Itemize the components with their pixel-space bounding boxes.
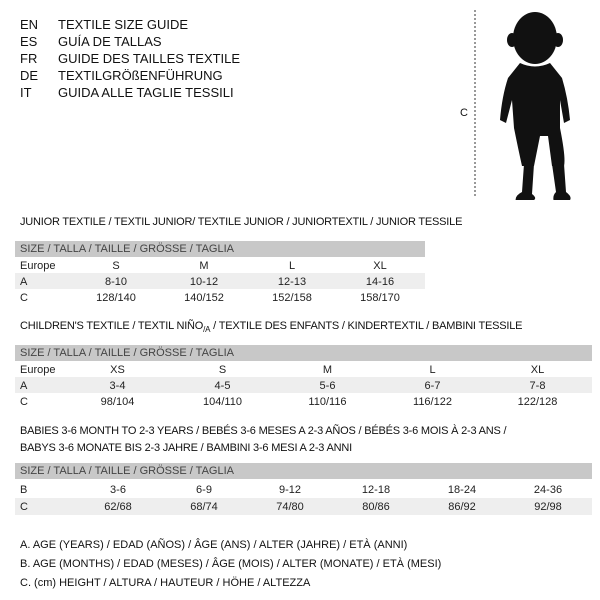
table-row: Europe XS S M L XL	[20, 364, 545, 376]
legend-c: C. (cm) HEIGHT / ALTURA / HAUTEUR / HÖHE…	[20, 577, 311, 589]
lang-fr: FR GUIDE DES TAILLES TEXTILE	[20, 51, 241, 66]
lang-es: ES GUÍA DE TALLAS	[20, 34, 162, 49]
lang-it: IT GUIDA ALLE TAGLIE TESSILI	[20, 85, 234, 100]
size-header: SIZE / TALLA / TAILLE / GRÖSSE / TAGLIA	[15, 345, 592, 361]
table-row: C 62/68 68/74 74/80 80/86 86/92 92/98	[15, 498, 592, 515]
legend-b: B. AGE (MONTHS) / EDAD (MESES) / ÂGE (MO…	[20, 558, 442, 570]
height-figure: C	[460, 8, 600, 202]
size-header: SIZE / TALLA / TAILLE / GRÖSSE / TAGLIA	[15, 241, 425, 257]
table-row: Europe S M L XL	[20, 260, 387, 272]
height-label: C	[460, 107, 468, 119]
language-titles: EN TEXTILE SIZE GUIDE ES GUÍA DE TALLAS FR…	[20, 16, 240, 101]
lang-de: DE TEXTILGRÖßENFÜHRUNG	[20, 68, 223, 83]
baby-silhouette-icon	[474, 10, 571, 202]
table-row: C 98/104 104/110 110/116 116/122 122/128	[20, 396, 558, 408]
babies-size-table: SIZE / TALLA / TAILLE / GRÖSSE / TAGLIA …	[15, 463, 592, 515]
junior-size-table: SIZE / TALLA / TAILLE / GRÖSSE / TAGLIA …	[15, 241, 425, 305]
size-header: SIZE / TALLA / TAILLE / GRÖSSE / TAGLIA	[15, 463, 592, 479]
table-row: A 3-4 4-5 5-6 6-7 7-8	[15, 377, 592, 393]
children-title: CHILDREN'S TEXTILE / TEXTIL NIÑO/A / TEX…	[20, 320, 523, 335]
junior-title: JUNIOR TEXTILE / TEXTIL JUNIOR/ TEXTILE …	[20, 216, 463, 228]
legend-a: A. AGE (YEARS) / EDAD (AÑOS) / ÂGE (ANS)…	[20, 539, 408, 551]
table-row: A 8-10 10-12 12-13 14-16	[15, 273, 425, 289]
lang-en: EN TEXTILE SIZE GUIDE	[20, 17, 189, 32]
table-row: B 3-6 6-9 9-12 12-18 18-24 24-36	[20, 484, 563, 496]
legend: A. AGE (YEARS) / EDAD (AÑOS) / ÂGE (ANS)…	[20, 536, 441, 593]
babies-title-line2: BABYS 3-6 MONATE BIS 2-3 JAHRE / BAMBINI…	[20, 442, 352, 454]
babies-title-line1: BABIES 3-6 MONTH TO 2-3 YEARS / BEBÉS 3-…	[20, 425, 507, 437]
children-size-table: SIZE / TALLA / TAILLE / GRÖSSE / TAGLIA …	[15, 345, 592, 409]
table-row: C 128/140 140/152 152/158 158/170	[20, 292, 400, 304]
